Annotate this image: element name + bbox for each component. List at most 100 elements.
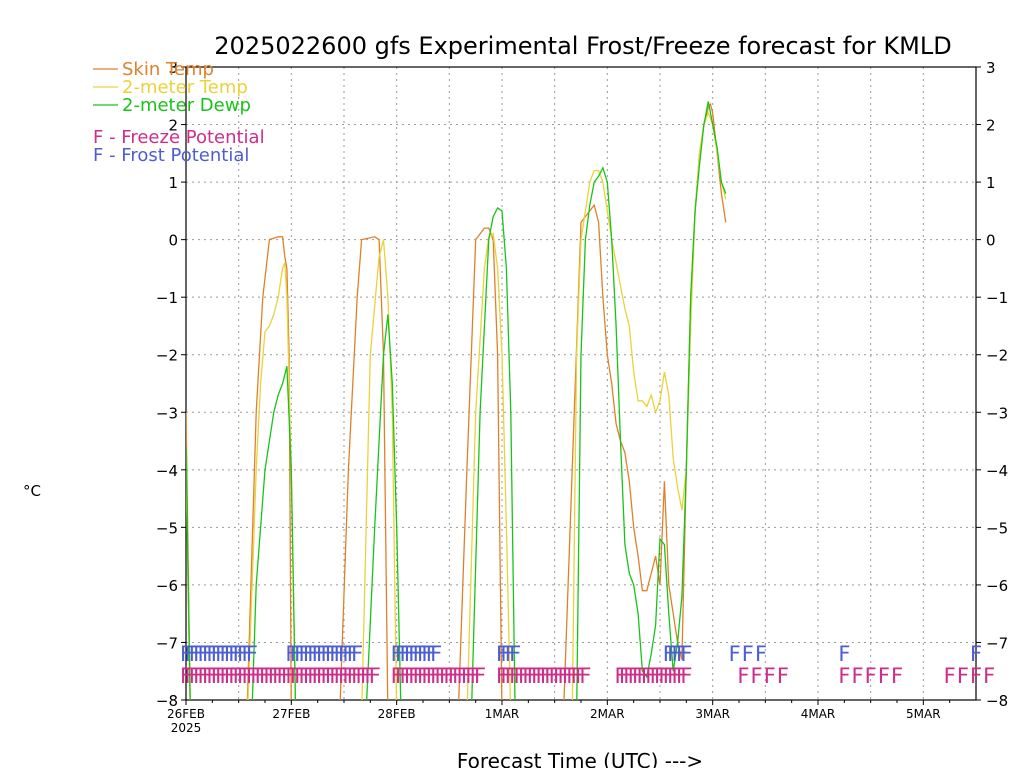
freeze-flag: F	[658, 664, 670, 688]
frost-flag: F	[342, 642, 354, 666]
frost-flag: F	[391, 642, 403, 666]
x-tick-label: 4MAR	[801, 707, 836, 721]
freeze-flag: F	[562, 664, 574, 688]
y-axis-right: −8 −7 −6 −5 −4 −3 −2 −1 0 1 2 3	[976, 59, 1008, 710]
y-tick-label-right: 2	[986, 117, 996, 135]
frost-flag: F	[408, 642, 420, 666]
freeze-flag: F	[557, 664, 569, 688]
freeze-flag: F	[399, 664, 411, 688]
frost-flag: F	[667, 642, 679, 666]
y-tick-label-right: 1	[986, 174, 996, 192]
freeze-flag: F	[391, 664, 403, 688]
frost-flag: F	[237, 642, 249, 666]
y-tick-label: −7	[156, 634, 178, 652]
chart-title: 2025022600 gfs Experimental Frost/Freeze…	[214, 32, 951, 60]
freeze-flag: F	[566, 664, 578, 688]
freeze-flag: F	[680, 664, 692, 688]
frost-flag: F	[729, 642, 741, 666]
frost-flag: F	[220, 642, 232, 666]
frost-flag: F	[742, 642, 754, 666]
freeze-flag: F	[838, 664, 850, 688]
freeze-flag: F	[500, 664, 512, 688]
freeze-flag: F	[338, 664, 350, 688]
freeze-flag: F	[320, 664, 332, 688]
frost-flag: F	[672, 642, 684, 666]
x-tick-label: 27FEB	[272, 707, 310, 721]
y-tick-label: 1	[168, 174, 178, 192]
freeze-flag: F	[737, 664, 749, 688]
y-tick-label-right: −1	[986, 289, 1008, 307]
freeze-flag: F	[290, 664, 302, 688]
freeze-flag: F	[426, 664, 438, 688]
frost-flag: F	[184, 642, 196, 666]
freeze-flag: F	[540, 664, 552, 688]
freeze-flag: F	[329, 664, 341, 688]
freeze-flag: F	[369, 664, 381, 688]
frost-flag: F	[395, 642, 407, 666]
freeze-flag: F	[751, 664, 763, 688]
freeze-flag: F	[465, 664, 477, 688]
freeze-flag: F	[509, 664, 521, 688]
freeze-flag: F	[628, 664, 640, 688]
freeze-flag: F	[325, 664, 337, 688]
frost-flag: F	[294, 642, 306, 666]
freeze-flag: F	[878, 664, 890, 688]
x-tick-label: 5MAR	[906, 707, 941, 721]
frost-flag: F	[233, 642, 245, 666]
freeze-flag: F	[536, 664, 548, 688]
freeze-flag: F	[193, 664, 205, 688]
freeze-flag: F	[202, 664, 214, 688]
freeze-flag: F	[632, 664, 644, 688]
frost-flag: F	[970, 642, 982, 666]
legend-label: 2-meter Temp	[122, 77, 248, 98]
frost-flag: F	[241, 642, 253, 666]
frost-flag: F	[325, 642, 337, 666]
frost-flag: F	[299, 642, 311, 666]
freeze-flag: F	[241, 664, 253, 688]
freeze-flag: F	[645, 664, 657, 688]
freeze-flag: F	[865, 664, 877, 688]
frost-flag: F	[509, 642, 521, 666]
frost-flag: F	[496, 642, 508, 666]
frost-flag: F	[505, 642, 517, 666]
freeze-flag: F	[316, 664, 328, 688]
freeze-flag: F	[452, 664, 464, 688]
freeze-flag: F	[443, 664, 455, 688]
freeze-flag: F	[250, 664, 262, 688]
freeze-flag: F	[189, 664, 201, 688]
y-axis-left: −8 −7 −6 −5 −4 −3 −2 −1 0 1 2 3	[156, 59, 186, 710]
freeze-flag: F	[299, 664, 311, 688]
y-axis-label: °C	[23, 482, 41, 500]
frost-flag: F	[193, 642, 205, 666]
frost-flag: F	[320, 642, 332, 666]
freeze-flag: F	[408, 664, 420, 688]
freeze-flag: F	[891, 664, 903, 688]
freeze-flag: F	[277, 664, 289, 688]
frost-flag: F	[329, 642, 341, 666]
frost-flag: F	[206, 642, 218, 666]
x-tick-label: 1MAR	[485, 707, 520, 721]
y-tick-label-right: −7	[986, 634, 1008, 652]
frost-flag: F	[676, 642, 688, 666]
x-tick-label: 28FEB	[378, 707, 416, 721]
freeze-flag: F	[404, 664, 416, 688]
frost-flag: F	[417, 642, 429, 666]
x-tick-label: 3MAR	[695, 707, 730, 721]
freeze-flag: F	[224, 664, 236, 688]
freeze-flag: F	[531, 664, 543, 688]
freeze-flag: F	[970, 664, 982, 688]
freeze-flag: F	[184, 664, 196, 688]
freeze-flag: F	[544, 664, 556, 688]
y-tick-label: −3	[156, 404, 178, 422]
y-tick-label: 3	[168, 59, 178, 77]
frost-flag: F	[224, 642, 236, 666]
freeze-flag: F	[421, 664, 433, 688]
y-tick-label-right: −6	[986, 577, 1008, 595]
freeze-flag: F	[527, 664, 539, 688]
y-tick-label: 2	[168, 117, 178, 135]
freeze-flag: F	[351, 664, 363, 688]
freeze-flag: F	[667, 664, 679, 688]
